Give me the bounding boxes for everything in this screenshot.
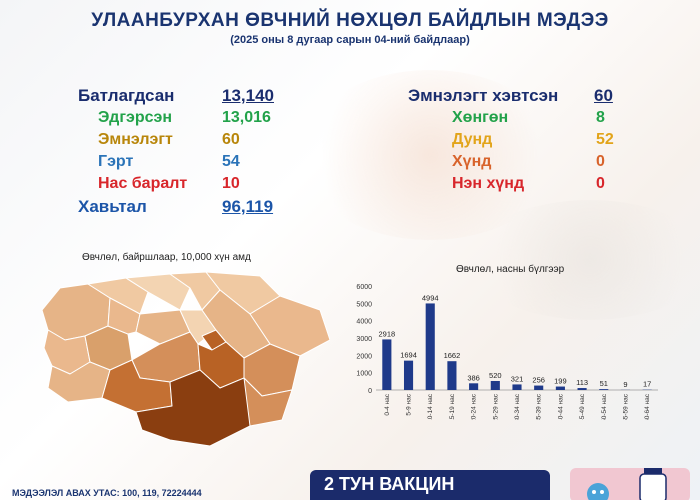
map-region-north-3 [125,273,191,311]
stat-moderate-label: Дунд [452,131,493,148]
stat-confirmed: Батлагдсан [78,86,174,106]
y-tick-label: 5000 [356,301,372,308]
vaccine-illustration [570,468,690,500]
stat-hospitalized-value: 60 [594,86,613,105]
vaccine-banner: 2 ТУН ВАКЦИН [310,470,550,500]
bar-20-24 нас [469,383,479,390]
bar-15-19 нас [447,361,457,390]
stat-deaths-value: 10 [222,175,240,192]
bar-value-label: 321 [511,374,524,383]
stat-recovered-label: Эдгэрсэн [98,109,172,126]
bar-value-label: 2918 [379,329,396,338]
bar-value-label: 256 [532,376,545,385]
stat-severe-label: Хүнд [452,153,492,170]
x-category-label: 35-39 нас [536,393,543,420]
bar-value-label: 113 [576,378,588,387]
background-photo-area-2 [470,200,700,320]
x-category-label: 25-29 нас [492,393,499,420]
chart-title: Өвчлөл, насны бүлгээр [456,264,565,275]
y-tick-label: 3000 [356,336,372,343]
stat-severe-value: 0 [596,153,605,170]
map-label: Өвчлөл, байршлаар, 10,000 хүн амд [82,252,251,263]
stat-critical-label: Нэн хүнд [452,175,525,192]
bar-value-label: 9 [623,380,627,389]
stat-hospital-value: 60 [222,131,240,148]
bar-50-54 нас [599,389,609,390]
x-category-label: 20-24 нас [471,393,478,420]
bar-0-4 нас [382,339,392,390]
bar-value-label: 1662 [444,351,461,360]
bar-value-label: 199 [554,377,567,386]
bar-45-49 нас [577,388,587,390]
vaccine-virus-icon [587,468,667,500]
bar-value-label: 17 [643,380,651,389]
y-tick-label: 4000 [356,319,372,326]
bar-25-29 нас [490,380,500,390]
x-category-label: 10-14 нас [427,393,434,420]
bar-10-14 нас [425,303,435,390]
y-tick-label: 1000 [356,371,372,378]
x-category-label: 15-19 нас [449,393,456,420]
stat-mild-value: 8 [596,109,605,126]
stat-mild-label: Хөнгөн [452,109,509,126]
map-mongolia [41,271,330,447]
y-tick-label: 0 [368,388,372,395]
footer-phone: МЭДЭЭЛЭЛ АВАХ УТАС: 100, 119, 72224444 [12,488,202,498]
map-region-east-gobi [243,377,293,427]
y-tick-label: 2000 [356,353,372,360]
vaccine-title: 2 ТУН ВАКЦИН [324,474,455,494]
x-category-label: 55-59 нас [622,393,629,420]
bar-30-34 нас [512,384,522,390]
x-category-label: 0-4 нас [384,393,391,415]
map-region-north-2 [107,297,141,335]
bar-value-label: 520 [489,371,502,380]
x-category-label: 30-34 нас [514,393,521,420]
stat-contacts-value: 96,119 [222,197,274,216]
bar-35-39 нас [534,385,544,390]
stat-moderate-value: 52 [596,131,614,148]
page-title: УЛААНБУРХАН ӨВЧНИЙ НӨХЦӨЛ БАЙДЛЫН МЭДЭЭ [91,10,609,31]
map-region-north-1 [87,277,149,315]
stat-deaths-label: Нас баралт [98,175,188,192]
x-category-label: 50-54 нас [601,393,608,420]
bar-5-9 нас [403,360,414,390]
y-tick-label: 6000 [356,284,372,291]
stat-hospitalized-label: Эмнэлэгт хэвтсэн [408,86,559,105]
x-category-label: 5-9 нас [406,393,413,415]
stat-home-value: 54 [222,153,240,170]
x-category-label: 60-64 нас [644,393,651,420]
stat-confirmed-value: 13,140 [222,86,274,105]
age-bar-chart: 0 1000 2000 3000 4000 5000 6000 2918 0-4 нас 1694… [356,284,658,420]
stat-recovered-value: 13,016 [222,109,271,126]
bar-value-label: 51 [600,379,608,388]
stat-hospital-label: Эмнэлэгт [98,131,173,148]
bar-value-label: 1694 [400,351,417,360]
x-category-label: 45-49 нас [579,393,586,420]
stat-confirmed-label: Батлагдсан [78,86,175,105]
stat-contacts-label: Хавьтал [78,197,147,216]
stat-critical-value: 0 [596,175,605,192]
stat-home-label: Гэрт [98,153,134,170]
bar-40-44 нас [555,386,565,390]
bar-value-label: 386 [467,373,480,382]
x-category-label: 40-44 нас [557,393,564,420]
bar-value-label: 4994 [422,293,439,302]
page-subtitle: (2025 оны 8 дугаар сарын 04-ний байдлаар… [230,34,470,46]
